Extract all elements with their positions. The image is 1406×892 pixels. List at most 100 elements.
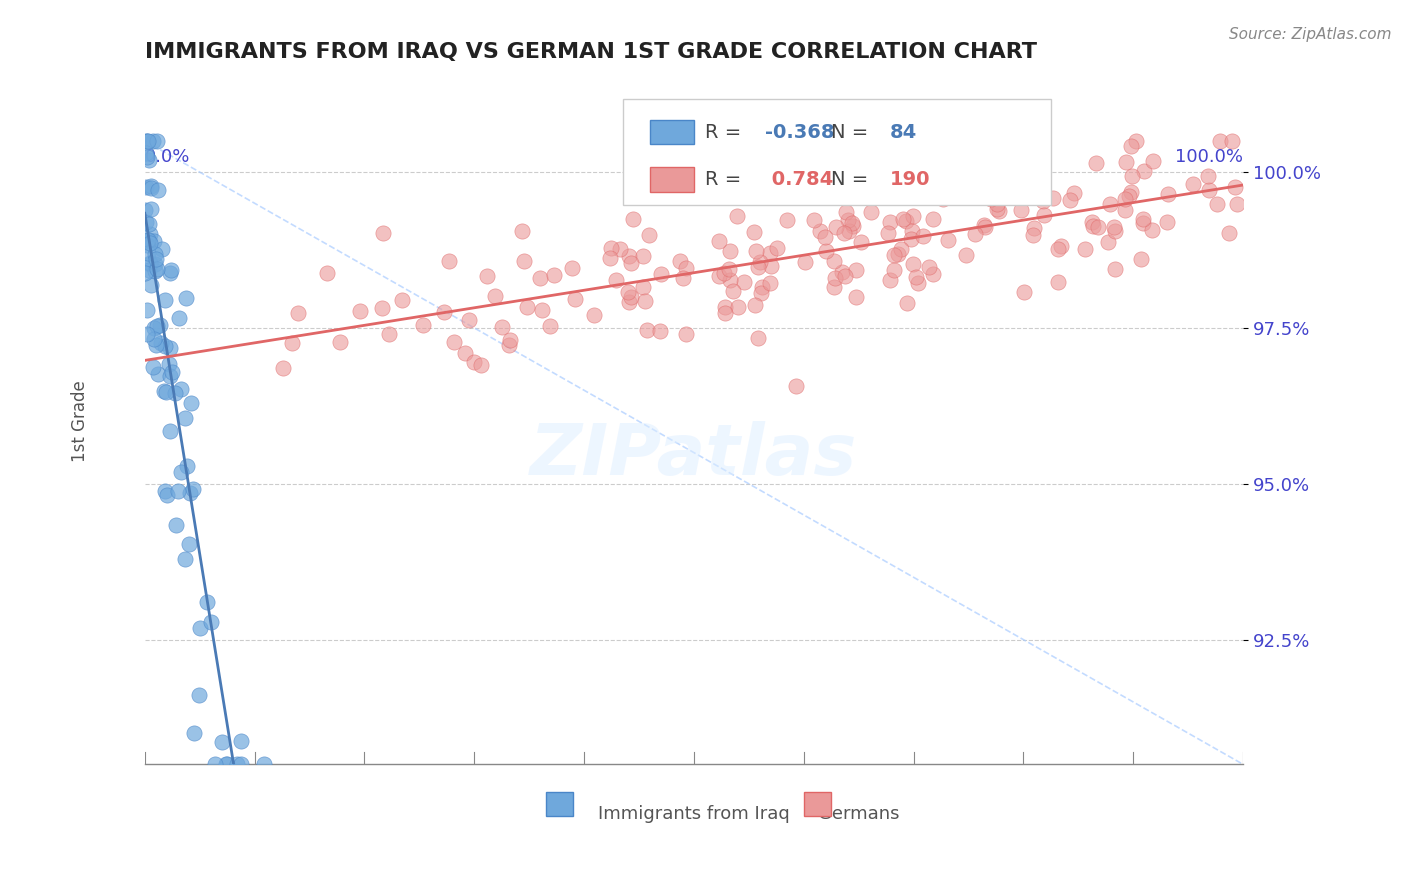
Point — [922, 181, 945, 195]
Point — [371, 301, 394, 315]
Point — [901, 209, 924, 223]
Point — [135, 145, 157, 160]
Point — [463, 355, 485, 369]
Point — [155, 488, 177, 502]
Point — [1156, 215, 1178, 229]
Point — [1198, 183, 1220, 197]
Point — [962, 181, 984, 195]
Point — [200, 615, 222, 629]
Point — [160, 365, 183, 379]
Point — [1059, 193, 1081, 207]
Point — [973, 218, 995, 232]
Point — [188, 689, 211, 703]
Point — [138, 263, 160, 277]
Point — [159, 341, 181, 355]
Point — [188, 621, 211, 635]
Point — [145, 338, 167, 352]
Point — [155, 484, 177, 499]
Point — [1104, 261, 1126, 276]
Point — [138, 153, 160, 167]
Point — [721, 285, 744, 299]
Point — [153, 293, 176, 307]
Point — [513, 254, 536, 268]
Point — [229, 734, 252, 748]
Point — [1226, 197, 1249, 211]
Point — [887, 247, 910, 261]
Point — [832, 227, 855, 241]
Point — [136, 233, 159, 247]
Point — [844, 290, 866, 304]
Point — [950, 180, 973, 194]
Point — [516, 300, 538, 314]
Point — [139, 181, 162, 195]
Point — [742, 225, 765, 239]
Point — [229, 757, 252, 772]
Point — [484, 289, 506, 303]
Text: IMMIGRANTS FROM IRAQ VS GERMAN 1ST GRADE CORRELATION CHART: IMMIGRANTS FROM IRAQ VS GERMAN 1ST GRADE… — [145, 42, 1036, 62]
Point — [145, 252, 167, 266]
Text: R =: R = — [704, 122, 748, 142]
Point — [1050, 239, 1073, 253]
Point — [195, 595, 218, 609]
Y-axis label: 1st Grade: 1st Grade — [72, 381, 89, 462]
Point — [744, 298, 766, 312]
Point — [879, 273, 901, 287]
Point — [922, 211, 945, 226]
Point — [1081, 219, 1104, 234]
Point — [1132, 216, 1154, 230]
Point — [1047, 242, 1070, 256]
Point — [946, 187, 969, 202]
Point — [280, 335, 302, 350]
Point — [609, 242, 631, 256]
Point — [932, 192, 955, 206]
Point — [1012, 285, 1035, 299]
Point — [582, 308, 605, 322]
Point — [1087, 220, 1109, 235]
Point — [135, 180, 157, 194]
Point — [142, 360, 165, 375]
Point — [477, 269, 499, 284]
Point — [139, 202, 162, 217]
Text: Germans: Germans — [818, 805, 900, 823]
Point — [633, 279, 655, 293]
Point — [986, 196, 1008, 211]
Point — [1205, 197, 1227, 211]
Point — [620, 256, 643, 270]
Point — [1019, 186, 1042, 200]
Point — [349, 304, 371, 318]
Point — [718, 273, 741, 287]
Point — [139, 256, 162, 270]
Point — [1033, 208, 1056, 222]
Point — [148, 183, 170, 197]
Point — [135, 215, 157, 229]
Point — [904, 270, 927, 285]
Point — [1022, 227, 1045, 242]
Point — [1121, 186, 1143, 200]
Point — [1223, 180, 1246, 194]
Point — [253, 757, 276, 772]
Text: N =: N = — [831, 122, 875, 142]
Point — [749, 254, 772, 268]
Point — [510, 224, 533, 238]
Point — [900, 232, 922, 246]
Point — [149, 318, 172, 333]
Point — [134, 266, 156, 280]
Text: 84: 84 — [890, 122, 917, 142]
Point — [391, 293, 413, 308]
Point — [167, 311, 190, 326]
Point — [747, 331, 769, 345]
Point — [675, 327, 697, 342]
Point — [1042, 190, 1064, 204]
Point — [718, 244, 741, 258]
Point — [1114, 202, 1136, 217]
Point — [170, 382, 193, 396]
Point — [529, 271, 551, 285]
Point — [707, 234, 730, 248]
FancyBboxPatch shape — [650, 167, 695, 192]
Point — [531, 302, 554, 317]
Point — [859, 204, 882, 219]
Point — [617, 285, 640, 300]
Point — [848, 172, 870, 186]
Point — [823, 254, 845, 268]
Point — [749, 285, 772, 300]
